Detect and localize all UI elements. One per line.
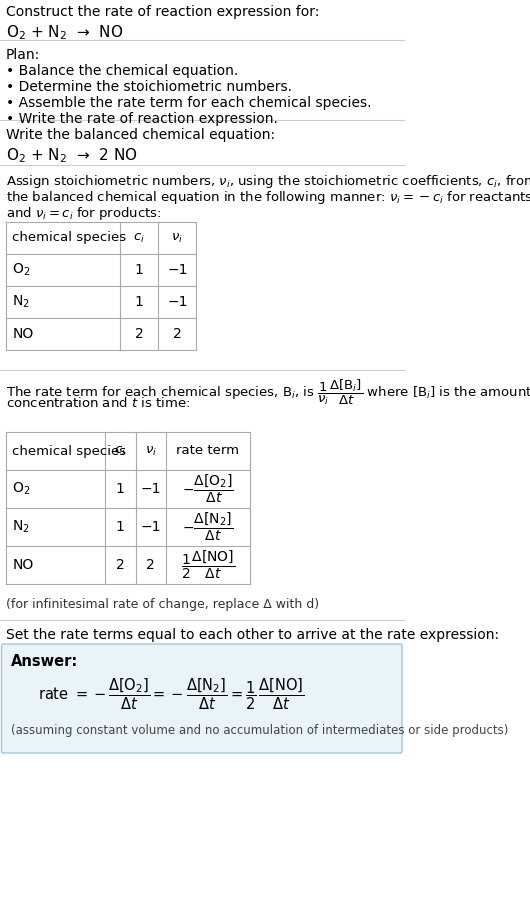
Text: • Assemble the rate term for each chemical species.: • Assemble the rate term for each chemic… bbox=[6, 96, 372, 110]
FancyBboxPatch shape bbox=[2, 644, 402, 753]
Text: NO: NO bbox=[12, 558, 33, 572]
Text: O$_2$ + N$_2$  →  2 NO: O$_2$ + N$_2$ → 2 NO bbox=[6, 146, 138, 165]
Text: O$_2$: O$_2$ bbox=[12, 262, 30, 278]
Text: 1: 1 bbox=[116, 482, 125, 496]
Text: $\nu_i$: $\nu_i$ bbox=[145, 444, 157, 458]
Text: 1: 1 bbox=[116, 520, 125, 534]
Text: O$_2$: O$_2$ bbox=[12, 480, 30, 497]
Text: The rate term for each chemical species, B$_i$, is $\dfrac{1}{\nu_i}\dfrac{\Delt: The rate term for each chemical species,… bbox=[6, 378, 530, 408]
Text: Plan:: Plan: bbox=[6, 48, 40, 62]
Text: • Write the rate of reaction expression.: • Write the rate of reaction expression. bbox=[6, 112, 278, 126]
Text: and $\nu_i = c_i$ for products:: and $\nu_i = c_i$ for products: bbox=[6, 205, 162, 222]
Text: 2: 2 bbox=[116, 558, 125, 572]
Text: $c_i$: $c_i$ bbox=[114, 444, 126, 458]
Text: the balanced chemical equation in the following manner: $\nu_i = -c_i$ for react: the balanced chemical equation in the fo… bbox=[6, 189, 530, 206]
Text: 2: 2 bbox=[146, 558, 155, 572]
Text: N$_2$: N$_2$ bbox=[12, 519, 30, 535]
Text: $-\dfrac{\Delta[\mathrm{O_2}]}{\Delta t}$: $-\dfrac{\Delta[\mathrm{O_2}]}{\Delta t}… bbox=[182, 473, 234, 505]
Text: O$_2$ + N$_2$  →  NO: O$_2$ + N$_2$ → NO bbox=[6, 23, 123, 42]
Text: −1: −1 bbox=[167, 263, 188, 277]
Text: concentration and $t$ is time:: concentration and $t$ is time: bbox=[6, 396, 190, 410]
Text: −1: −1 bbox=[167, 295, 188, 309]
Text: Construct the rate of reaction expression for:: Construct the rate of reaction expressio… bbox=[6, 5, 320, 19]
Text: Assign stoichiometric numbers, $\nu_i$, using the stoichiometric coefficients, $: Assign stoichiometric numbers, $\nu_i$, … bbox=[6, 173, 530, 190]
Text: rate term: rate term bbox=[176, 444, 240, 458]
Text: rate $= -\dfrac{\Delta[\mathrm{O_2}]}{\Delta t} = -\dfrac{\Delta[\mathrm{N_2}]}{: rate $= -\dfrac{\Delta[\mathrm{O_2}]}{\D… bbox=[38, 676, 305, 712]
Text: 2: 2 bbox=[135, 327, 144, 341]
Text: Answer:: Answer: bbox=[11, 654, 78, 669]
Text: NO: NO bbox=[12, 327, 33, 341]
Text: • Determine the stoichiometric numbers.: • Determine the stoichiometric numbers. bbox=[6, 80, 292, 94]
Text: $-\dfrac{\Delta[\mathrm{N_2}]}{\Delta t}$: $-\dfrac{\Delta[\mathrm{N_2}]}{\Delta t}… bbox=[182, 511, 233, 543]
Text: −1: −1 bbox=[140, 520, 161, 534]
Text: −1: −1 bbox=[140, 482, 161, 496]
Text: chemical species: chemical species bbox=[12, 444, 126, 458]
Text: $\nu_i$: $\nu_i$ bbox=[171, 231, 183, 245]
Text: (assuming constant volume and no accumulation of intermediates or side products): (assuming constant volume and no accumul… bbox=[11, 724, 508, 737]
Text: (for infinitesimal rate of change, replace Δ with d): (for infinitesimal rate of change, repla… bbox=[6, 598, 319, 611]
Text: $\dfrac{1}{2}\dfrac{\Delta[\mathrm{NO}]}{\Delta t}$: $\dfrac{1}{2}\dfrac{\Delta[\mathrm{NO}]}… bbox=[181, 549, 235, 581]
Text: Set the rate terms equal to each other to arrive at the rate expression:: Set the rate terms equal to each other t… bbox=[6, 628, 499, 642]
Text: 1: 1 bbox=[135, 263, 144, 277]
Text: • Balance the chemical equation.: • Balance the chemical equation. bbox=[6, 64, 238, 78]
Text: N$_2$: N$_2$ bbox=[12, 294, 30, 310]
Text: $c_i$: $c_i$ bbox=[134, 231, 145, 245]
Text: chemical species: chemical species bbox=[12, 231, 126, 245]
Text: 2: 2 bbox=[173, 327, 182, 341]
Text: 1: 1 bbox=[135, 295, 144, 309]
Text: Write the balanced chemical equation:: Write the balanced chemical equation: bbox=[6, 128, 275, 142]
